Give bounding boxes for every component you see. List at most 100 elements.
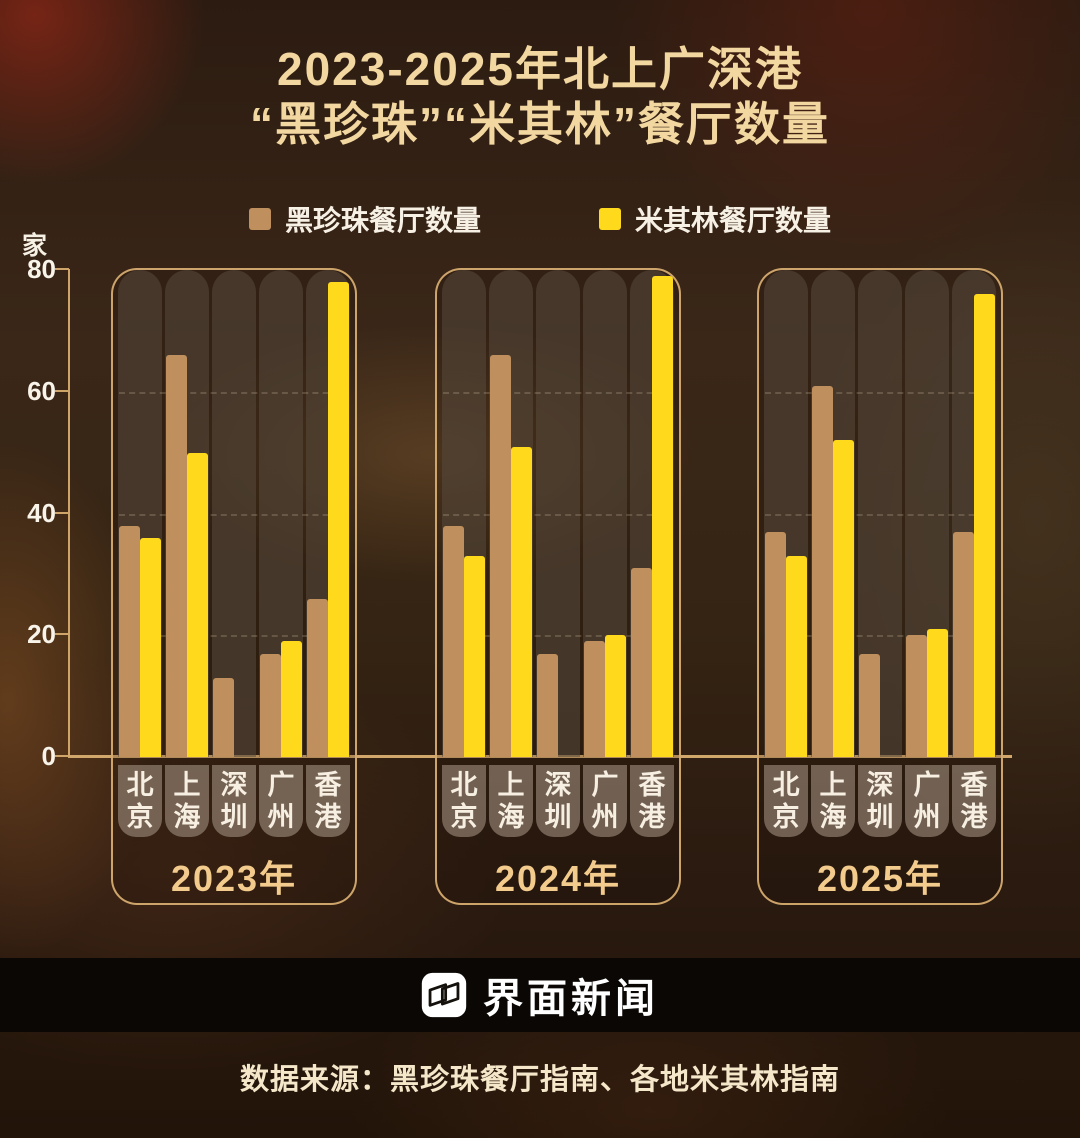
y-tick-label-80: 80 (27, 254, 56, 284)
city-tab-char: 北 (772, 769, 800, 800)
bar-black-pearl (119, 525, 140, 757)
city-tab: 深圳 (858, 765, 902, 837)
city-column: 香港 (952, 270, 996, 903)
bar-black-pearl (213, 677, 234, 757)
city-tab-char: 州 (591, 802, 619, 832)
city-column: 深圳 (858, 270, 902, 903)
city-column: 北京 (764, 270, 808, 903)
bar-michelin (652, 276, 673, 757)
title-line-2: “黑珍珠”“米其林”餐厅数量 (250, 98, 830, 151)
column-row: 北京上海深圳广州香港 (437, 270, 679, 903)
bar-michelin (974, 294, 995, 757)
city-column: 深圳 (536, 270, 580, 903)
city-tab-char: 港 (314, 802, 342, 832)
city-column: 香港 (306, 270, 350, 903)
city-tab: 深圳 (212, 765, 256, 837)
city-tab-char: 京 (772, 802, 800, 832)
bar-black-pearl (307, 598, 328, 757)
bar-michelin (140, 537, 161, 757)
legend-item-black-pearl: 黑珍珠餐厅数量 (248, 199, 481, 239)
gridline-20 (443, 635, 673, 638)
column-row: 北京上海深圳广州香港 (759, 270, 1001, 903)
city-tab: 北京 (442, 765, 486, 837)
chart-legend: 黑珍珠餐厅数量 米其林餐厅数量 (0, 199, 1080, 239)
title-block: 2023-2025年北上广深港 “黑珍珠”“米其林”餐厅数量 (0, 42, 1080, 152)
y-tick-label-40: 40 (27, 497, 56, 528)
city-tab-char: 上 (173, 769, 201, 800)
year-label: 2025年 (816, 858, 944, 899)
city-column: 广州 (583, 270, 627, 903)
city-column: 香港 (630, 270, 674, 903)
city-tab-char: 圳 (220, 802, 248, 832)
bar-michelin (281, 641, 302, 757)
city-tab: 深圳 (536, 765, 580, 837)
city-tab: 广州 (259, 765, 303, 837)
city-tab-char: 京 (450, 802, 478, 832)
city-tab-char: 港 (638, 802, 666, 832)
gridline-20 (765, 635, 995, 638)
city-tab: 北京 (764, 765, 808, 837)
y-axis-unit-label: 家 (22, 232, 48, 260)
bar-black-pearl (443, 525, 464, 757)
bar-black-pearl (537, 653, 558, 757)
city-column: 北京 (118, 270, 162, 903)
gridline-60 (765, 391, 995, 394)
brand-band: 界面新闻 (0, 958, 1080, 1032)
city-tab-char: 州 (267, 802, 295, 832)
bar-black-pearl (953, 531, 974, 757)
gridline-40 (765, 513, 995, 516)
city-tab-char: 广 (267, 769, 295, 800)
legend-item-michelin: 米其林餐厅数量 (599, 199, 831, 239)
city-column: 广州 (905, 270, 949, 903)
title-line-1: 2023-2025年北上广深港 (277, 43, 803, 95)
city-tab: 香港 (952, 765, 996, 837)
bar-michelin (786, 556, 807, 757)
city-tab: 上海 (811, 765, 855, 837)
y-tick-label-60: 60 (27, 375, 56, 406)
y-tick-mark (55, 755, 69, 757)
city-column: 北京 (442, 270, 486, 903)
city-tab-char: 广 (591, 769, 619, 800)
city-tab-char: 海 (173, 802, 201, 832)
y-tick-mark (55, 633, 69, 636)
city-tab-char: 香 (960, 769, 988, 800)
city-tab-char: 上 (819, 769, 847, 800)
city-tab: 上海 (165, 765, 209, 837)
column-track (212, 270, 256, 757)
city-tab-char: 海 (497, 802, 525, 832)
black-pearl-swatch-icon (248, 208, 271, 230)
city-tab-char: 上 (497, 769, 525, 800)
gridline-40 (443, 513, 673, 516)
year-label: 2023年 (170, 858, 298, 899)
jiemian-news-logo-icon (421, 972, 467, 1018)
bar-black-pearl (765, 531, 786, 757)
city-tab: 香港 (630, 765, 674, 837)
gridline-60 (443, 391, 673, 394)
bar-black-pearl (490, 355, 511, 757)
year-group-2023: 北京上海深圳广州香港 2023年 (111, 268, 357, 905)
city-tab: 香港 (306, 765, 350, 837)
bar-black-pearl (631, 568, 652, 757)
city-tab-char: 州 (913, 802, 941, 832)
city-tab-char: 京 (126, 802, 154, 832)
bar-michelin (605, 635, 626, 757)
city-tab-char: 圳 (866, 802, 894, 832)
brand-name: 界面新闻 (483, 977, 659, 1021)
city-tab-char: 深 (220, 769, 248, 800)
bar-black-pearl (584, 641, 605, 757)
year-label: 2024年 (494, 858, 622, 899)
city-column: 广州 (259, 270, 303, 903)
bar-black-pearl (859, 653, 880, 757)
city-tab: 广州 (583, 765, 627, 837)
data-source-note: 数据来源：黑珍珠餐厅指南、各地米其林指南 (239, 1064, 840, 1096)
city-tab-char: 圳 (544, 802, 572, 832)
year-group-2025: 北京上海深圳广州香港 2025年 (757, 268, 1003, 905)
city-tab-char: 北 (126, 769, 154, 800)
y-axis-line (68, 269, 70, 758)
city-tab-char: 港 (960, 802, 988, 832)
bar-black-pearl (260, 653, 281, 757)
city-tab-char: 深 (866, 769, 894, 800)
gridline-60 (119, 391, 349, 394)
bar-black-pearl (812, 385, 833, 757)
